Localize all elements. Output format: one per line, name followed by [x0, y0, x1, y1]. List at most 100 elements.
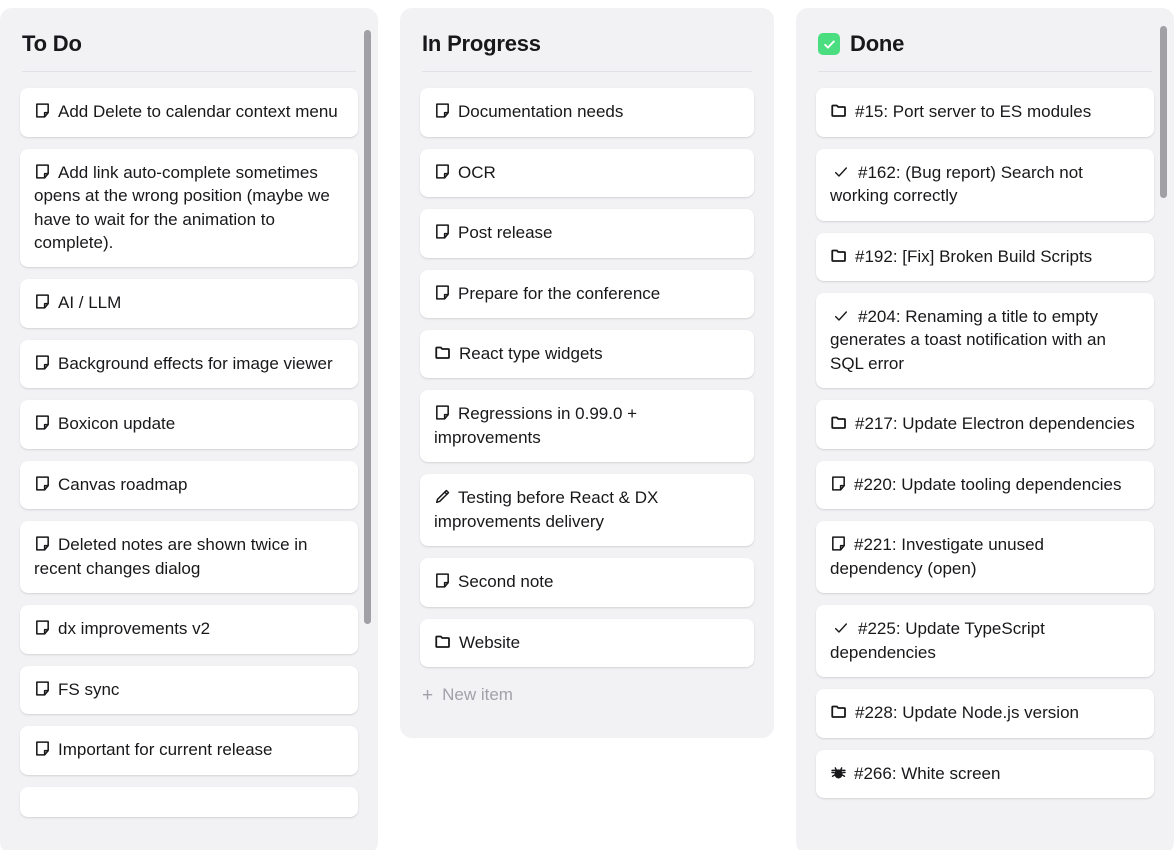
note-icon	[34, 163, 51, 180]
card-title: Canvas roadmap	[58, 474, 188, 494]
card[interactable]: #204: Renaming a title to empty generate…	[816, 293, 1154, 389]
column-header-todo[interactable]: To Do	[20, 30, 358, 56]
note-icon	[34, 619, 51, 636]
plus-icon: +	[422, 684, 434, 706]
column-header-done[interactable]: Done	[816, 30, 1154, 56]
note-icon	[34, 354, 51, 371]
folder-icon	[830, 246, 848, 264]
card[interactable]: #162: (Bug report) Search not working co…	[816, 148, 1154, 221]
card-title: #266: White screen	[854, 763, 1001, 783]
note-icon	[434, 284, 451, 301]
card-list-done: #15: Port server to ES modules #162: (Bug…	[816, 88, 1154, 798]
card[interactable]: #192: [Fix] Broken Build Scripts	[816, 232, 1154, 281]
column-done: Done #15: Port server to ES modules #162: …	[796, 8, 1174, 850]
card[interactable]: AI / LLM	[20, 279, 358, 328]
scrollbar-thumb-done[interactable]	[1160, 26, 1167, 198]
note-icon	[434, 163, 451, 180]
scrollbar-track-done[interactable]	[1160, 8, 1168, 850]
folder-icon	[830, 702, 848, 720]
card-title: #15: Port server to ES modules	[855, 102, 1092, 122]
card-title: FS sync	[58, 679, 120, 699]
card-title: Prepare for the conference	[458, 283, 661, 303]
note-icon	[830, 475, 847, 492]
note-icon	[34, 414, 51, 431]
card-title: #217: Update Electron dependencies	[855, 414, 1135, 434]
card[interactable]: FS sync	[20, 665, 358, 715]
card[interactable]: Website	[420, 618, 754, 668]
checkmark-icon	[833, 164, 849, 180]
card[interactable]: Deleted notes are shown twice in recent …	[20, 521, 358, 594]
card-title: Deleted notes are shown twice in recent …	[34, 535, 308, 578]
checked-checkbox-icon	[818, 33, 840, 56]
note-icon	[34, 475, 51, 492]
note-icon	[434, 102, 451, 119]
card-title: Testing before React & DX improvements d…	[434, 488, 659, 531]
card[interactable]: Important for current release	[20, 726, 358, 775]
card[interactable]: #220: Update tooling dependencies	[816, 460, 1154, 510]
card[interactable]	[20, 786, 358, 817]
card-title: #228: Update Node.js version	[855, 703, 1079, 723]
scrollbar-track-todo[interactable]	[364, 8, 372, 850]
card[interactable]: Prepare for the conference	[420, 269, 754, 318]
card-title: Post release	[458, 223, 553, 243]
card[interactable]: dx improvements v2	[20, 605, 358, 654]
card[interactable]: Post release	[420, 209, 754, 258]
card-title: #192: [Fix] Broken Build Scripts	[855, 246, 1093, 266]
card[interactable]: Documentation needs	[420, 88, 754, 137]
column-todo: To Do Add Delete to calendar context menu…	[0, 8, 378, 850]
card-list-todo: Add Delete to calendar context menu Add l…	[20, 88, 358, 817]
column-header-in-progress[interactable]: In Progress	[420, 30, 754, 56]
card-title: Add link auto-complete sometimes opens a…	[34, 162, 330, 252]
card-title: Website	[459, 632, 521, 652]
card[interactable]: #217: Update Electron dependencies	[816, 400, 1154, 449]
note-icon	[830, 535, 847, 552]
note-icon	[434, 404, 451, 421]
card[interactable]: Canvas roadmap	[20, 460, 358, 510]
card[interactable]: #225: Update TypeScript dependencies	[816, 605, 1154, 678]
card[interactable]: Testing before React & DX improvements d…	[420, 474, 754, 547]
card[interactable]: Second note	[420, 558, 754, 607]
column-inner-in-progress: In Progress Documentation needs OCR Post re…	[400, 8, 774, 738]
note-icon	[434, 223, 451, 240]
folder-icon	[830, 413, 848, 431]
card-title: Important for current release	[58, 740, 273, 760]
card[interactable]: Add Delete to calendar context menu	[20, 88, 358, 137]
card-title: dx improvements v2	[58, 619, 211, 639]
card-title: AI / LLM	[58, 293, 122, 313]
card-list-in-progress: Documentation needs OCR Post release Prepar…	[420, 88, 754, 668]
card[interactable]: #15: Port server to ES modules	[816, 88, 1154, 137]
column-in-progress: In Progress Documentation needs OCR Post re…	[400, 8, 774, 738]
card[interactable]: #228: Update Node.js version	[816, 689, 1154, 738]
new-item-label: New item	[442, 685, 513, 705]
card-title: Add Delete to calendar context menu	[58, 102, 338, 122]
column-title: In Progress	[422, 31, 541, 56]
card-title: #162: (Bug report) Search not working co…	[830, 162, 1083, 206]
card[interactable]: Add link auto-complete sometimes opens a…	[20, 148, 358, 268]
card[interactable]: React type widgets	[420, 330, 754, 379]
note-icon	[34, 293, 51, 310]
column-divider	[22, 71, 356, 73]
column-divider	[422, 71, 752, 73]
card[interactable]: Boxicon update	[20, 400, 358, 449]
card-title: Background effects for image viewer	[58, 353, 333, 373]
column-title: Done	[850, 31, 905, 56]
scrollbar-thumb-todo[interactable]	[364, 30, 371, 624]
folder-icon	[434, 632, 452, 650]
checkmark-icon	[833, 620, 849, 636]
column-title: To Do	[22, 31, 82, 56]
card[interactable]: #266: White screen	[816, 749, 1154, 798]
card-title: Regressions in 0.99.0 + improvements	[434, 404, 638, 447]
card[interactable]: #221: Investigate unused dependency (ope…	[816, 521, 1154, 594]
checkmark-icon	[833, 308, 849, 324]
card-title: OCR	[458, 162, 496, 182]
new-item-button[interactable]: + New item	[420, 683, 754, 705]
card[interactable]: OCR	[420, 148, 754, 198]
card-title: Documentation needs	[458, 102, 624, 122]
card-title: Boxicon update	[58, 414, 176, 434]
card-title: React type widgets	[459, 344, 603, 363]
card[interactable]: Background effects for image viewer	[20, 339, 358, 389]
note-icon	[34, 102, 51, 119]
card[interactable]: Regressions in 0.99.0 + improvements	[420, 390, 754, 463]
column-divider	[818, 71, 1152, 73]
